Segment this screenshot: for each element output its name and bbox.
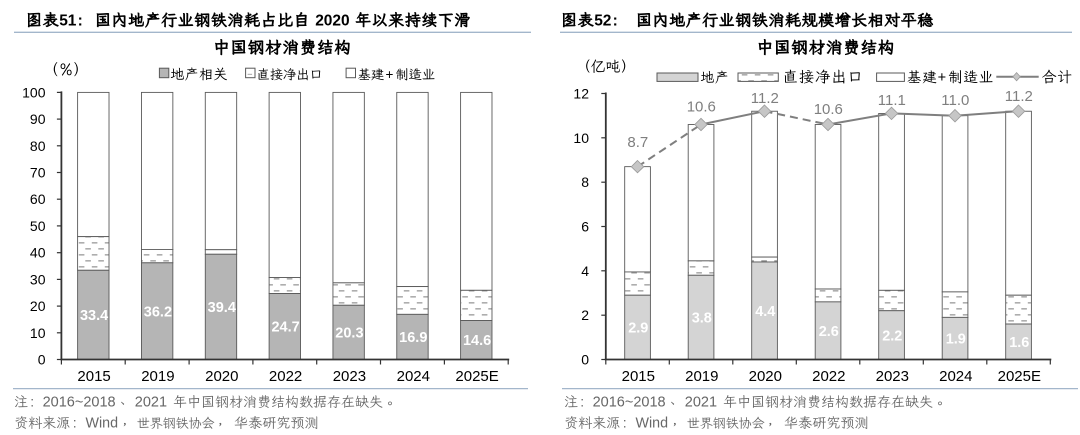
- svg-text:+: +: [938, 70, 947, 86]
- svg-text:2023: 2023: [876, 368, 909, 385]
- svg-text:39.4: 39.4: [208, 300, 236, 316]
- svg-text:2021: 2021: [135, 395, 167, 411]
- svg-text:Wind: Wind: [636, 416, 669, 432]
- svg-text:8.7: 8.7: [627, 134, 648, 151]
- svg-text:2024: 2024: [939, 368, 972, 385]
- svg-text:2: 2: [581, 307, 589, 323]
- svg-text:0: 0: [581, 352, 589, 368]
- svg-text:8: 8: [581, 174, 589, 190]
- svg-text:2021: 2021: [685, 395, 717, 411]
- svg-text:60: 60: [30, 191, 46, 207]
- svg-text:10.6: 10.6: [814, 101, 843, 118]
- svg-text:2015: 2015: [77, 368, 110, 385]
- svg-text:2022: 2022: [269, 368, 302, 385]
- svg-text:2020: 2020: [315, 13, 349, 30]
- svg-text:11.0: 11.0: [941, 92, 969, 109]
- svg-text:2025E: 2025E: [455, 368, 498, 385]
- svg-text::: :: [78, 13, 83, 30]
- svg-text::: :: [30, 394, 34, 410]
- svg-text:2016~2018: 2016~2018: [593, 395, 666, 411]
- svg-text:33.4: 33.4: [80, 308, 108, 324]
- svg-text:3.8: 3.8: [692, 311, 712, 327]
- svg-text:1.6: 1.6: [1009, 335, 1029, 351]
- svg-text:6: 6: [581, 219, 589, 235]
- svg-text:14.6: 14.6: [463, 333, 491, 349]
- svg-text::: :: [613, 13, 618, 30]
- svg-text:11.2: 11.2: [1005, 88, 1033, 105]
- svg-text:11.2: 11.2: [751, 90, 779, 107]
- svg-text:80: 80: [30, 138, 46, 154]
- svg-text:Wind: Wind: [86, 416, 119, 432]
- svg-text:4.4: 4.4: [755, 304, 775, 320]
- svg-text:2022: 2022: [812, 368, 845, 385]
- svg-text:2.9: 2.9: [628, 321, 648, 337]
- svg-text:+: +: [386, 67, 394, 82]
- svg-text:100: 100: [22, 84, 46, 100]
- svg-text:36.2: 36.2: [144, 304, 172, 320]
- svg-text:16.9: 16.9: [399, 330, 427, 346]
- svg-text:20.3: 20.3: [335, 326, 363, 342]
- svg-text:2.6: 2.6: [819, 324, 839, 340]
- svg-text:2024: 2024: [397, 368, 430, 385]
- svg-text:20: 20: [30, 298, 46, 314]
- svg-text::: :: [623, 415, 627, 431]
- svg-text::: :: [73, 415, 77, 431]
- svg-text:2015: 2015: [622, 368, 655, 385]
- svg-text:50: 50: [30, 218, 46, 234]
- svg-text:0: 0: [38, 352, 46, 368]
- svg-text:10.6: 10.6: [687, 99, 716, 116]
- svg-text:10: 10: [30, 325, 46, 341]
- svg-text:70: 70: [30, 165, 46, 181]
- svg-text:52: 52: [594, 13, 611, 30]
- svg-text:2019: 2019: [141, 368, 174, 385]
- svg-text:2023: 2023: [333, 368, 366, 385]
- svg-text:1.9: 1.9: [946, 332, 966, 348]
- svg-text:2020: 2020: [749, 368, 782, 385]
- svg-text:2020: 2020: [205, 368, 238, 385]
- svg-text:11.1: 11.1: [878, 92, 906, 109]
- svg-text:10: 10: [573, 130, 589, 146]
- svg-text:40: 40: [30, 245, 46, 261]
- svg-text::: :: [580, 394, 584, 410]
- svg-text:2025E: 2025E: [998, 368, 1041, 385]
- svg-text:90: 90: [30, 111, 46, 127]
- svg-text:2.2: 2.2: [882, 328, 902, 344]
- svg-text:12: 12: [573, 86, 589, 102]
- svg-text:2016~2018: 2016~2018: [43, 395, 116, 411]
- svg-text:30: 30: [30, 271, 46, 287]
- svg-text:24.7: 24.7: [271, 320, 299, 336]
- svg-text:51: 51: [59, 13, 77, 30]
- svg-text:4: 4: [581, 263, 589, 279]
- svg-text:2019: 2019: [685, 368, 718, 385]
